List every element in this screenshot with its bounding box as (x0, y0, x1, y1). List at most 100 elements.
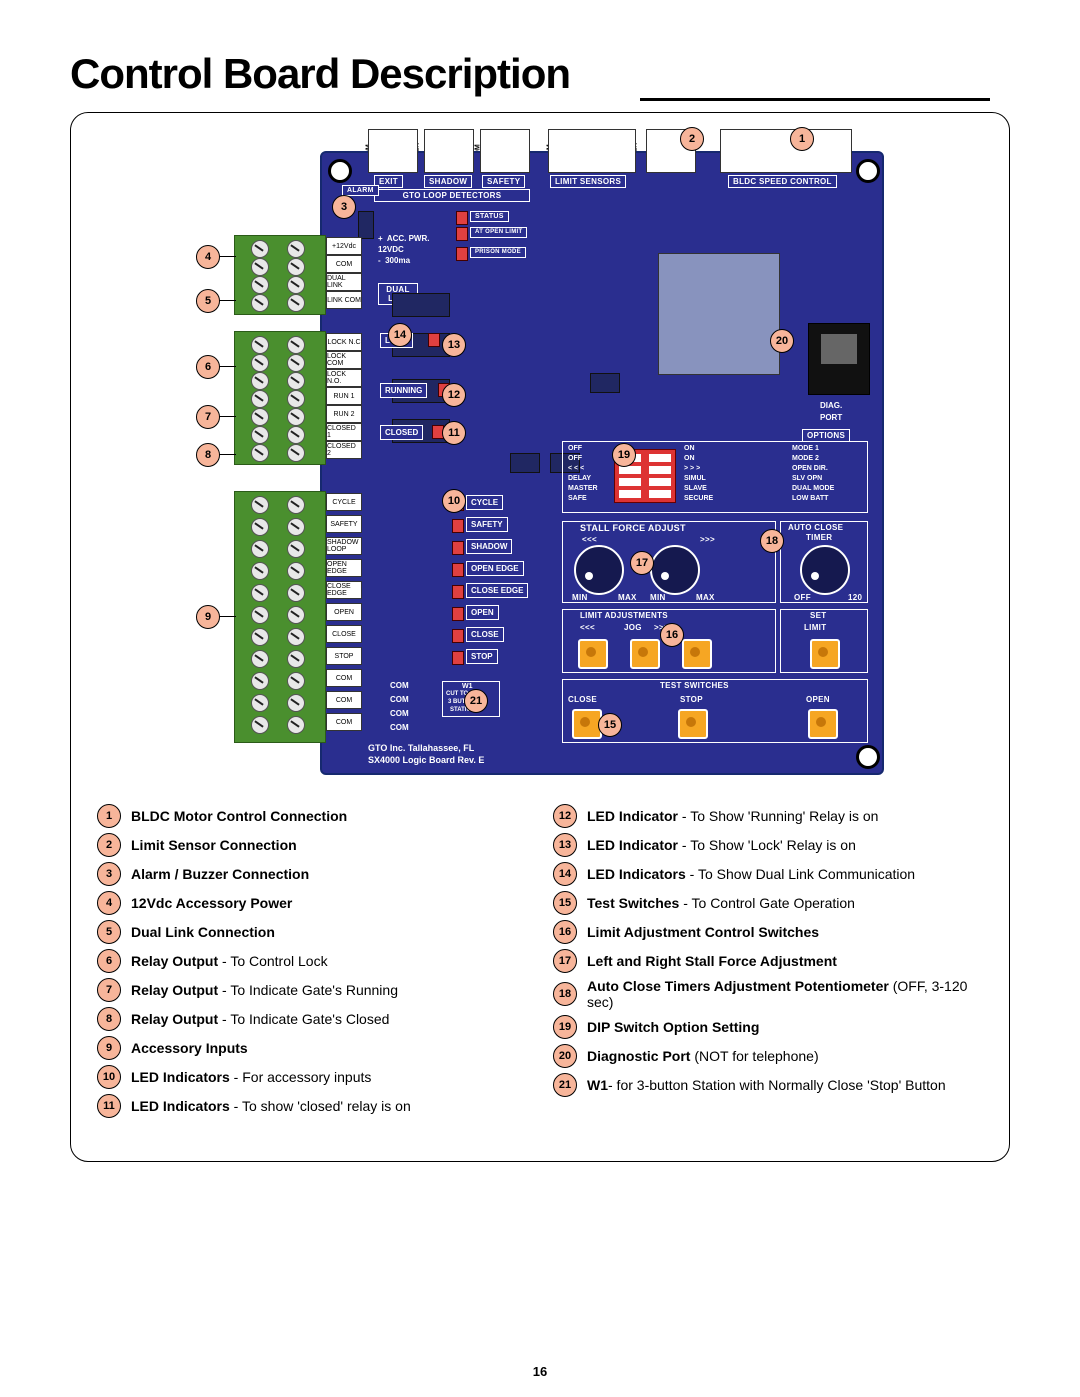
label-close: CLOSE (568, 695, 597, 704)
legend-text: Limit Adjustment Control Switches (587, 924, 819, 940)
chip-icon (392, 293, 450, 317)
callout-marker: 17 (630, 551, 654, 575)
legend-text: Auto Close Timers Adjustment Potentiomet… (587, 978, 983, 1010)
mid-indicator-label: CYCLE (466, 495, 503, 510)
option-text: > > > (684, 465, 700, 472)
chip-icon (510, 453, 540, 473)
terminal-block (234, 491, 326, 743)
callout-marker: 4 (196, 245, 220, 269)
label-atopen: AT OPEN LIMIT (470, 227, 527, 238)
label-max2: MAX (696, 593, 715, 602)
legend-number: 19 (553, 1015, 577, 1039)
top-connector (368, 129, 418, 173)
legend-number: 5 (97, 920, 121, 944)
legend-item: 18Auto Close Timers Adjustment Potentiom… (553, 978, 983, 1010)
legend-text: Left and Right Stall Force Adjustment (587, 953, 837, 969)
label-diag1: DIAG. (820, 401, 944, 410)
legend-item: 7Relay Output - To Indicate Gate's Runni… (97, 978, 527, 1002)
mount-hole (856, 745, 880, 769)
legend-text: Dual Link Connection (131, 924, 275, 940)
led-icon (428, 333, 440, 347)
terminal-pin-label: OPEN (326, 603, 362, 621)
legend-text: Accessory Inputs (131, 1040, 248, 1056)
top-connector (480, 129, 530, 173)
label-alarm: ALARM (342, 185, 379, 196)
legend-item: 3Alarm / Buzzer Connection (97, 862, 527, 886)
legend-number: 20 (553, 1044, 577, 1068)
label-limit-sensors: LIMIT SENSORS (550, 175, 626, 188)
test-stop-button (678, 709, 708, 739)
label-prison: PRISON MODE (470, 247, 526, 258)
legend-text: BLDC Motor Control Connection (131, 808, 347, 824)
callout-marker: 14 (388, 323, 412, 347)
legend-text: LED Indicator - To Show 'Lock' Relay is … (587, 837, 856, 853)
terminal-pin-label: CYCLE (326, 493, 362, 511)
arrow-r: >>> (700, 535, 715, 544)
legend-item: 19DIP Switch Option Setting (553, 1015, 983, 1039)
terminal-pin-label: RUN 1 (326, 387, 362, 405)
option-text: SIMUL (684, 475, 706, 482)
legend-number: 14 (553, 862, 577, 886)
callout-marker: 21 (464, 689, 488, 713)
legend-number: 17 (553, 949, 577, 973)
terminal-pin-label: LOCK N.C (326, 333, 362, 351)
legend-item: 11LED Indicators - To show 'closed' rela… (97, 1094, 527, 1118)
top-connector (720, 129, 852, 173)
legend-item: 1BLDC Motor Control Connection (97, 804, 527, 828)
mount-hole (856, 159, 880, 183)
page-number: 16 (0, 1364, 1080, 1379)
label-stop: STOP (680, 695, 703, 704)
legend-text: LED Indicators - To Show Dual Link Commu… (587, 866, 915, 882)
led-icon (452, 519, 464, 533)
page-title: Control Board Description (70, 50, 1010, 98)
legend-number: 7 (97, 978, 121, 1002)
terminal-pin-label: CLOSED 1 (326, 423, 362, 441)
callout-marker: 16 (660, 623, 684, 647)
top-connector (548, 129, 636, 173)
callout-marker: 8 (196, 443, 220, 467)
board-footer2: SX4000 Logic Board Rev. E (368, 755, 484, 765)
terminal-pin-label: DUAL LINK (326, 273, 362, 291)
option-text: DELAY (568, 475, 591, 482)
content-frame: COM +12V OPEN COM COM +12V OPEN COM COM … (70, 112, 1010, 1162)
board-diagram: COM +12V OPEN COM COM +12V OPEN COM COM … (180, 133, 900, 773)
legend-item: 2Limit Sensor Connection (97, 833, 527, 857)
legend-item: 412Vdc Accessory Power (97, 891, 527, 915)
callout-marker: 1 (790, 127, 814, 151)
label-shadow: SHADOW (424, 175, 472, 188)
label-diag2: PORT (820, 413, 842, 422)
legend-number: 6 (97, 949, 121, 973)
terminal-pin-label: +12Vdc (326, 237, 362, 255)
callout-marker: 18 (760, 529, 784, 553)
mount-hole (328, 159, 352, 183)
label-limitadj: LIMIT ADJUSTMENTS (580, 611, 668, 620)
label-min: MIN (572, 593, 588, 602)
legend-item: 13LED Indicator - To Show 'Lock' Relay i… (553, 833, 983, 857)
legend-text: Relay Output - To Control Lock (131, 953, 328, 969)
legend-number: 12 (553, 804, 577, 828)
option-text: ON (684, 455, 695, 462)
label-bldc: BLDC SPEED CONTROL (728, 175, 837, 188)
terminal-pin-label: CLOSE EDGE (326, 581, 362, 599)
terminal-pin-label: LINK COM (326, 291, 362, 309)
legend-right-column: 12LED Indicator - To Show 'Running' Rela… (553, 799, 983, 1123)
top-connector (424, 129, 474, 173)
legend-text: LED Indicators - For accessory inputs (131, 1069, 371, 1085)
legend-text: Relay Output - To Indicate Gate's Closed (131, 1011, 389, 1027)
legend-item: 5 Dual Link Connection (97, 920, 527, 944)
terminal-pin-label: COM (326, 691, 362, 709)
limit-button (578, 639, 608, 669)
limit-button (630, 639, 660, 669)
terminal-pin-label: COM (326, 713, 362, 731)
legend-number: 4 (97, 891, 121, 915)
terminal-block (234, 331, 326, 465)
test-open-button (808, 709, 838, 739)
legend-number: 2 (97, 833, 121, 857)
label-closed: CLOSED (380, 425, 423, 440)
legend-item: 16Limit Adjustment Control Switches (553, 920, 983, 944)
legend-item: 17 Left and Right Stall Force Adjustment (553, 949, 983, 973)
terminal-pin-label: SHADOW LOOP (326, 537, 362, 555)
legend-item: 6 Relay Output - To Control Lock (97, 949, 527, 973)
label-off: OFF (794, 593, 811, 602)
callout-marker: 5 (196, 289, 220, 313)
